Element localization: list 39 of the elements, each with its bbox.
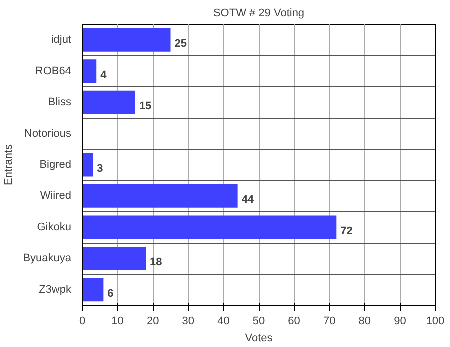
- x-axis-title: Votes: [245, 332, 274, 344]
- bar: [82, 278, 104, 302]
- data-label: 6: [108, 288, 114, 300]
- x-tick-label: 10: [112, 316, 124, 328]
- y-tick-label: Byuakuya: [23, 252, 72, 265]
- x-tick-label: 90: [394, 316, 406, 328]
- data-label: 72: [340, 225, 353, 238]
- data-label: 18: [150, 256, 162, 269]
- y-tick-label: ROB64: [35, 65, 72, 78]
- data-label: 3: [97, 163, 104, 175]
- y-tick-label: Bigred: [40, 159, 72, 171]
- y-tick-label: Gikoku: [37, 221, 72, 234]
- bar: [82, 216, 337, 240]
- bar: [82, 60, 97, 84]
- x-tick-label: 30: [182, 316, 195, 328]
- x-tick-label: 20: [146, 316, 160, 328]
- data-label: 25: [174, 38, 187, 50]
- y-tick-label: Bliss: [48, 96, 72, 109]
- data-label: 15: [139, 100, 152, 113]
- bar: [82, 153, 94, 177]
- y-tick-label: idjut: [51, 34, 72, 46]
- x-tick-label: 0: [79, 316, 86, 328]
- data-label: 4: [100, 69, 108, 82]
- x-tick-label: 50: [252, 316, 266, 328]
- data-label: 44: [242, 194, 255, 206]
- y-tick-label: Notorious: [24, 128, 72, 140]
- y-axis-title: Entrants: [3, 144, 16, 186]
- bar: [82, 184, 238, 208]
- y-tick-label: Z3wpk: [39, 284, 72, 296]
- x-tick-label: 80: [358, 316, 372, 328]
- bar: [82, 90, 136, 114]
- y-tick-label: Wiired: [40, 190, 72, 202]
- x-tick-label: 70: [323, 316, 336, 328]
- x-tick-label: 100: [426, 316, 445, 328]
- x-tick-label: 40: [218, 316, 230, 328]
- bar: [82, 246, 146, 270]
- x-tick-label: 60: [288, 316, 300, 328]
- chart-title: SOTW # 29 Voting: [213, 8, 305, 20]
- bar: [82, 28, 171, 52]
